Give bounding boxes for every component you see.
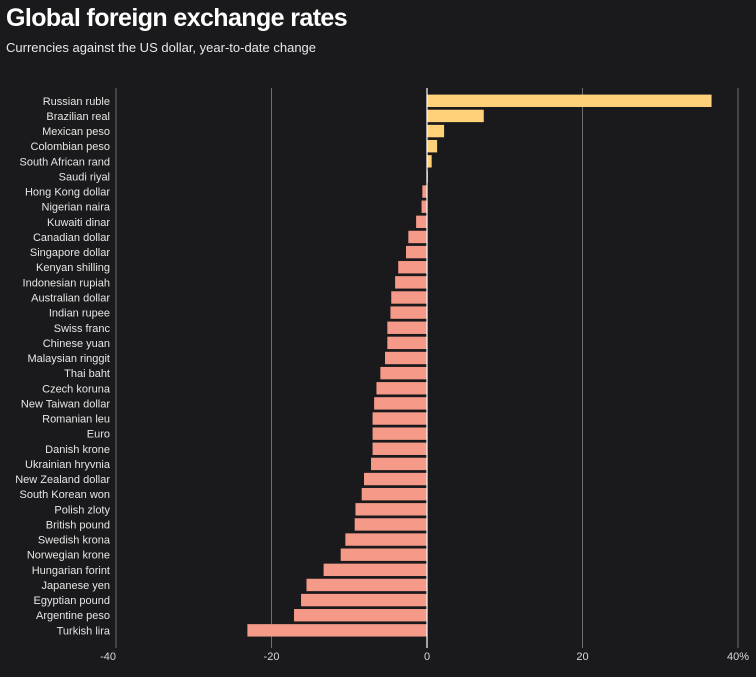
bar-indian-rupee <box>390 306 427 319</box>
category-label-nigerian-naira: Nigerian naira <box>42 202 111 214</box>
category-label-canadian-dollar: Canadian dollar <box>33 232 110 244</box>
bars <box>247 94 712 637</box>
bar-singapore-dollar <box>406 245 427 259</box>
chart-title: Global foreign exchange rates <box>6 4 348 32</box>
bar-indonesian-rupiah <box>395 276 427 289</box>
category-label-chinese-yuan: Chinese yuan <box>43 338 110 350</box>
category-label-indian-rupee: Indian rupee <box>49 308 110 320</box>
bar-romanian-leu <box>372 412 427 425</box>
bar-japanese-yen <box>306 578 427 592</box>
category-label-egyptian-pound: Egyptian pound <box>34 595 110 607</box>
category-label-colombian-peso: Colombian peso <box>31 141 111 153</box>
bar-kenyan-shilling <box>398 261 427 274</box>
bar-swiss-franc <box>387 321 427 334</box>
bar-australian-dollar <box>391 291 427 304</box>
category-label-south-african-rand: South African rand <box>19 156 110 168</box>
category-label-new-taiwan-dollar: New Taiwan dollar <box>21 398 110 410</box>
bar-norwegian-krone <box>340 548 427 561</box>
category-label-indonesian-rupiah: Indonesian rupiah <box>23 277 110 289</box>
bar-czech-koruna <box>376 382 427 395</box>
category-label-kenyan-shilling: Kenyan shilling <box>36 262 110 274</box>
bar-polish-zloty <box>355 503 427 516</box>
bar-turkish-lira <box>247 624 427 637</box>
category-label-norwegian-krone: Norwegian krone <box>27 550 110 562</box>
x-axis-ticks: -40 -20 0 20 40% <box>100 651 749 663</box>
category-labels: Russian ruble Brazilian real Mexican peso C… <box>15 96 111 638</box>
x-tick-label: 20 <box>576 651 588 663</box>
bar-nigerian-naira <box>421 200 427 213</box>
bar-swedish-krona <box>345 533 427 546</box>
category-label-malaysian-ringgit: Malaysian ringgit <box>27 353 110 365</box>
bar-russian-ruble <box>427 94 712 107</box>
bar-canadian-dollar <box>408 230 427 244</box>
x-tick-label: 40% <box>727 651 749 663</box>
bar-danish-krone <box>372 442 427 455</box>
gridlines <box>115 88 739 648</box>
bar-malaysian-ringgit <box>385 351 427 365</box>
bar-thai-baht <box>380 366 427 380</box>
bar-colombian-peso <box>427 139 438 153</box>
category-label-turkish-lira: Turkish lira <box>57 625 111 637</box>
category-label-euro: Euro <box>87 429 110 441</box>
category-label-polish-zloty: Polish zloty <box>54 504 110 516</box>
bar-south-korean-won <box>361 487 427 501</box>
category-label-south-korean-won: South Korean won <box>19 489 110 501</box>
category-label-japanese-yen: Japanese yen <box>42 580 111 592</box>
category-label-argentine-peso: Argentine peso <box>36 610 110 622</box>
bar-egyptian-pound <box>301 593 427 607</box>
category-label-hungarian-forint: Hungarian forint <box>32 565 110 577</box>
category-label-thai-baht: Thai baht <box>64 368 110 380</box>
x-tick-label: 0 <box>424 651 430 663</box>
bar-argentine-peso <box>294 609 427 622</box>
bar-ukrainian-hryvnia <box>371 457 427 471</box>
bar-euro <box>372 427 427 440</box>
bar-new-zealand-dollar <box>364 472 427 486</box>
x-tick-label: -20 <box>264 651 280 663</box>
category-label-saudi-riyal: Saudi riyal <box>59 171 110 183</box>
category-label-danish-krone: Danish krone <box>45 444 110 456</box>
bar-british-pound <box>354 518 427 531</box>
category-label-czech-koruna: Czech koruna <box>42 383 111 395</box>
bar-new-taiwan-dollar <box>374 397 427 410</box>
category-label-swiss-franc: Swiss franc <box>54 323 111 335</box>
category-label-romanian-leu: Romanian leu <box>42 414 110 426</box>
bar-hong-kong-dollar <box>422 185 427 198</box>
category-label-singapore-dollar: Singapore dollar <box>30 247 110 259</box>
category-label-mexican-peso: Mexican peso <box>42 126 110 138</box>
category-label-australian-dollar: Australian dollar <box>31 292 110 304</box>
category-label-russian-ruble: Russian ruble <box>43 96 110 108</box>
x-tick-label: -40 <box>100 651 116 663</box>
bar-brazilian-real <box>427 109 484 123</box>
bar-hungarian-forint <box>323 563 427 577</box>
bar-south-african-rand <box>427 155 432 168</box>
category-label-ukrainian-hryvnia: Ukrainian hryvnia <box>25 459 111 471</box>
category-label-kuwaiti-dinar: Kuwaiti dinar <box>47 217 110 229</box>
category-label-hong-kong-dollar: Hong Kong dollar <box>25 187 110 199</box>
category-label-british-pound: British pound <box>46 519 110 531</box>
chart-subtitle: Currencies against the US dollar, year-t… <box>6 40 317 55</box>
bar-chinese-yuan <box>387 336 427 350</box>
category-label-new-zealand-dollar: New Zealand dollar <box>15 474 110 486</box>
category-label-brazilian-real: Brazilian real <box>46 111 110 123</box>
bar-kuwaiti-dinar <box>416 215 427 229</box>
bar-mexican-peso <box>427 124 445 138</box>
category-label-swedish-krona: Swedish krona <box>38 535 111 547</box>
